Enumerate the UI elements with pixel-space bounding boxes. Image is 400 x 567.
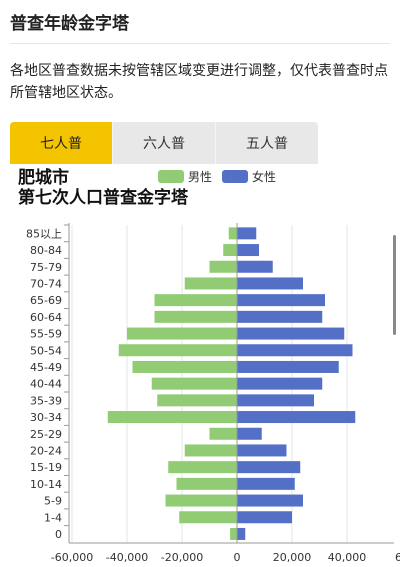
bar-male[interactable] <box>209 260 238 273</box>
legend-swatch-male <box>158 170 184 183</box>
x-tick-label: -20,000 <box>161 551 203 564</box>
x-tick-label: 60 <box>395 551 400 564</box>
bar-female[interactable] <box>237 377 323 390</box>
legend-item-male[interactable]: 男性 <box>158 168 212 185</box>
chart-legend: 男性 女性 <box>158 168 286 185</box>
census-tabs: 七人普 六人普 五人普 <box>10 122 318 164</box>
legend-label-female: 女性 <box>252 170 277 184</box>
bar-male[interactable] <box>107 411 237 424</box>
bar-male[interactable] <box>165 494 238 507</box>
bar-male[interactable] <box>184 444 237 457</box>
y-tick-label: 70-74 <box>30 277 62 290</box>
y-tick-label: 20-24 <box>30 444 62 457</box>
y-tick-label: 35-39 <box>30 394 62 407</box>
y-tick-label: 1-4 <box>44 511 62 524</box>
chart-title-line1: 肥城市 <box>18 168 69 188</box>
bar-male[interactable] <box>223 244 237 257</box>
bar-female[interactable] <box>237 344 353 357</box>
bar-female[interactable] <box>237 527 246 540</box>
tab-census-6[interactable]: 六人普 <box>113 122 216 164</box>
y-tick-label: 10-14 <box>30 478 62 491</box>
y-tick-label: 80-84 <box>30 244 62 257</box>
bar-female[interactable] <box>237 511 292 524</box>
bar-female[interactable] <box>237 277 303 290</box>
tab-census-5[interactable]: 五人普 <box>216 122 318 164</box>
bar-male[interactable] <box>230 527 237 540</box>
bar-female[interactable] <box>237 461 301 474</box>
chart-title: 肥城市 第七次人口普查金字塔 <box>18 168 188 208</box>
y-tick-label: 15-19 <box>30 461 62 474</box>
bar-male[interactable] <box>176 477 238 490</box>
y-tick-label: 45-49 <box>30 361 62 374</box>
bar-male[interactable] <box>157 394 237 407</box>
bar-male[interactable] <box>179 511 237 524</box>
tab-census-7[interactable]: 七人普 <box>10 122 113 164</box>
y-tick-label: 30-34 <box>30 411 62 424</box>
y-tick-label: 0 <box>55 528 62 541</box>
bar-female[interactable] <box>237 294 325 307</box>
bar-male[interactable] <box>184 277 237 290</box>
y-tick-label: 60-64 <box>30 311 62 324</box>
bar-female[interactable] <box>237 411 356 424</box>
bar-male[interactable] <box>127 327 237 340</box>
bar-male[interactable] <box>168 461 237 474</box>
bar-female[interactable] <box>237 260 273 273</box>
bar-female[interactable] <box>237 427 262 440</box>
legend-label-male: 男性 <box>188 170 213 184</box>
y-tick-label: 75-79 <box>30 261 62 274</box>
y-tick-label: 40-44 <box>30 378 62 391</box>
bar-male[interactable] <box>154 310 238 323</box>
bar-male[interactable] <box>118 344 237 357</box>
x-tick-label: -40,000 <box>106 551 148 564</box>
bar-male[interactable] <box>151 377 237 390</box>
y-tick-label: 55-59 <box>30 328 62 341</box>
bar-female[interactable] <box>237 394 314 407</box>
x-tick-label: 20,000 <box>273 551 312 564</box>
scrollbar[interactable] <box>393 235 396 335</box>
y-tick-label: 50-54 <box>30 344 62 357</box>
bar-male[interactable] <box>228 227 237 240</box>
legend-item-female[interactable]: 女性 <box>222 168 276 185</box>
bar-male[interactable] <box>209 427 238 440</box>
y-tick-label: 25-29 <box>30 428 62 441</box>
y-tick-label: 5-9 <box>44 495 62 508</box>
bar-male[interactable] <box>154 294 238 307</box>
page-header: 普查年龄金字塔 <box>10 6 390 44</box>
x-tick-label: 0 <box>234 551 241 564</box>
bar-female[interactable] <box>237 477 295 490</box>
bar-female[interactable] <box>237 327 345 340</box>
bar-female[interactable] <box>237 227 257 240</box>
chart-title-line2: 第七次人口普查金字塔 <box>18 188 188 208</box>
bar-female[interactable] <box>237 244 259 257</box>
bar-female[interactable] <box>237 444 287 457</box>
bar-female[interactable] <box>237 360 339 373</box>
x-tick-label: -60,000 <box>51 551 93 564</box>
page-title: 普查年龄金字塔 <box>10 14 129 34</box>
bar-female[interactable] <box>237 494 303 507</box>
y-tick-label: 85以上 <box>26 227 62 240</box>
y-tick-label: 65-69 <box>30 294 62 307</box>
bar-female[interactable] <box>237 310 323 323</box>
bar-male[interactable] <box>132 360 238 373</box>
legend-swatch-female <box>222 170 249 183</box>
x-tick-label: 40,000 <box>328 551 367 564</box>
description-text: 各地区普查数据未按管辖区域变更进行调整，仅代表普查时点所管辖地区状态。 <box>10 63 388 101</box>
